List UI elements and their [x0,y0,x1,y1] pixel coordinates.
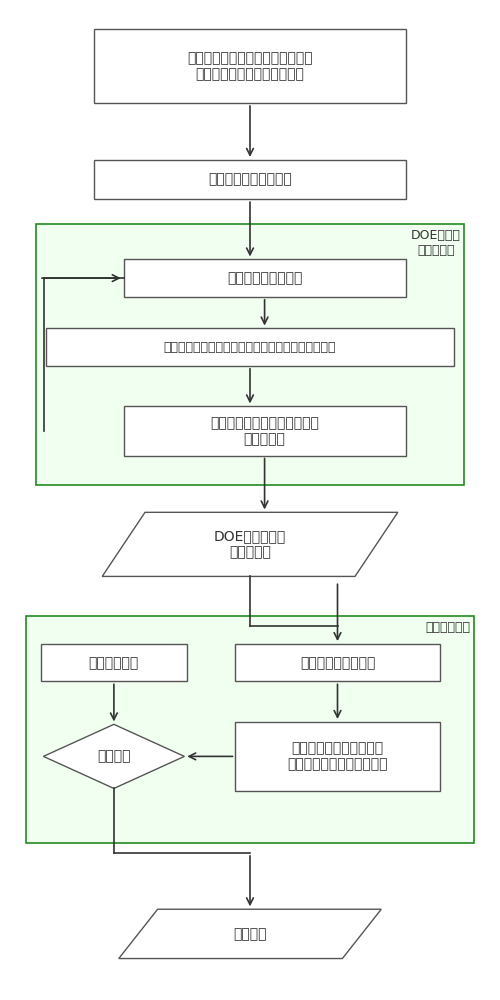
Bar [94,29,406,103]
Bar [124,259,406,297]
Bar [236,722,440,791]
Bar [124,406,406,456]
Text: 接触面几何尺寸参数化: 接触面几何尺寸参数化 [208,173,292,187]
Bar [94,160,406,199]
Text: DOE计算及
敏感度分析: DOE计算及 敏感度分析 [411,229,461,257]
Text: 波音探索算法: 波音探索算法 [426,621,470,634]
Text: 重新生成有限元模型并计算，提取瞬态冲击载荷峰值: 重新生成有限元模型并计算，提取瞬态冲击载荷峰值 [164,341,336,354]
Text: 重新生成有限元模型并计
算，提取瞬态冲击载荷峰值: 重新生成有限元模型并计 算，提取瞬态冲击载荷峰值 [288,741,388,771]
Text: 改变接触面几何尺寸: 改变接触面几何尺寸 [300,656,375,670]
Text: DOE计算及敏感
度分析结果: DOE计算及敏感 度分析结果 [214,529,286,559]
Text: 最优结果: 最优结果 [234,927,267,941]
Text: 结果比较: 结果比较 [97,749,130,763]
Bar [236,644,440,681]
Bar [36,224,464,485]
Text: 梯度优化算法: 梯度优化算法 [89,656,139,670]
Text: 模型建立瞬态动力学有限元模型并
计算，提取瞬态冲击载荷峰值: 模型建立瞬态动力学有限元模型并 计算，提取瞬态冲击载荷峰值 [187,51,313,81]
Polygon shape [102,512,398,576]
Text: 记录接触面几何尺寸及瞬态冲
击载荷峰值: 记录接触面几何尺寸及瞬态冲 击载荷峰值 [210,416,319,446]
Polygon shape [44,724,184,788]
Text: 改变接触面几何尺寸: 改变接触面几何尺寸 [227,271,302,285]
Bar [41,644,187,681]
Polygon shape [119,909,382,959]
Bar [26,616,473,843]
Bar [46,328,454,366]
